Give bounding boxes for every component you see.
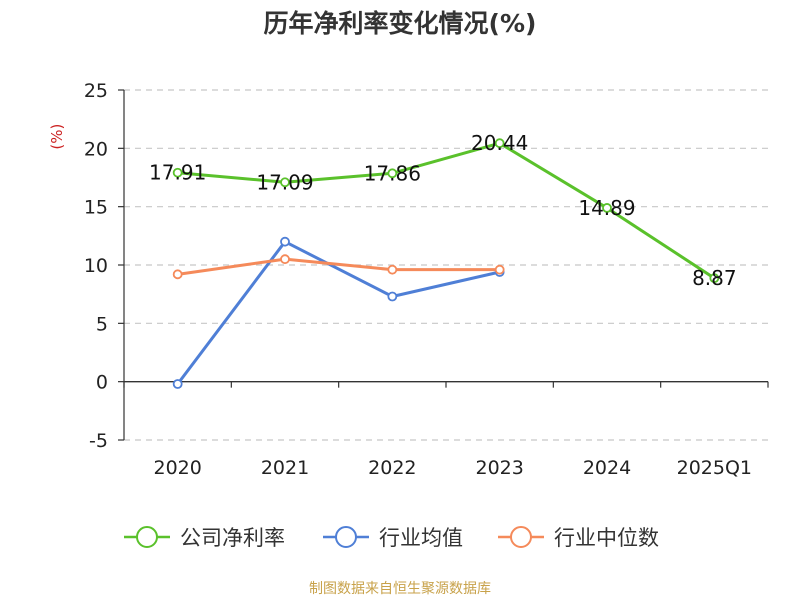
data-point[interactable] <box>172 269 183 280</box>
data-point[interactable] <box>387 291 398 302</box>
legend-item-0[interactable]: 公司净利率 <box>124 526 285 550</box>
data-point[interactable] <box>602 203 612 213</box>
legend-label: 行业均值 <box>379 526 463 550</box>
legend-label: 行业中位数 <box>554 526 659 550</box>
series-line-2 <box>177 257 500 276</box>
legend-item-2[interactable]: 行业中位数 <box>498 526 659 550</box>
legend-marker <box>510 526 532 548</box>
legend-item-1[interactable]: 行业均值 <box>323 526 463 550</box>
data-point[interactable] <box>709 273 720 284</box>
y-tick-label: 25 <box>84 80 108 102</box>
y-tick-label: 20 <box>84 138 108 160</box>
y-axis-unit-label: (%) <box>48 124 66 150</box>
data-point[interactable] <box>280 177 290 188</box>
data-point[interactable] <box>494 264 505 275</box>
x-tick-label: 2020 <box>153 457 201 479</box>
series-lines <box>172 138 720 389</box>
legend-marker <box>136 526 158 548</box>
data-point[interactable] <box>280 254 290 265</box>
data-point[interactable] <box>387 264 398 275</box>
y-tick-label: 0 <box>96 372 108 394</box>
data-label: 20.44 <box>471 131 528 155</box>
axes: -5 0 5 10 15 20 25 2020 2021 2022 2023 2024 2025Q1 (%… <box>48 80 769 479</box>
x-tick-label: 2023 <box>475 457 523 479</box>
data-labels: 17.91 17.09 17.86 20.44 14.89 8.87 <box>149 131 737 290</box>
data-label: 17.91 <box>149 161 206 185</box>
y-tick-label: 10 <box>84 255 108 277</box>
source-note: 制图数据来自恒生聚源数据库 <box>309 581 491 597</box>
x-tick-label: 2022 <box>368 457 416 479</box>
data-point[interactable] <box>494 138 505 149</box>
chart-title: 历年净利率变化情况(%) <box>263 9 537 38</box>
legend-marker <box>335 526 357 548</box>
x-tick-label: 2024 <box>583 457 631 479</box>
legend-label: 公司净利率 <box>180 526 285 550</box>
x-tick-label: 2021 <box>261 457 309 479</box>
y-tick-label: -5 <box>89 430 108 452</box>
data-point[interactable] <box>280 236 290 247</box>
data-label: 17.86 <box>364 161 421 185</box>
y-tick-label: 15 <box>84 197 108 219</box>
y-tick-label: 5 <box>96 313 108 335</box>
x-tick-label: 2025Q1 <box>677 457 752 479</box>
data-label: 17.09 <box>256 170 313 194</box>
data-label: 14.89 <box>578 196 635 220</box>
grid-lines <box>124 89 768 441</box>
data-point[interactable] <box>172 379 183 389</box>
data-label: 8.87 <box>692 266 737 290</box>
legend[interactable]: 公司净利率 行业均值 行业中位数 <box>124 526 659 550</box>
series-line-0 <box>177 141 716 280</box>
series-line-1 <box>176 240 501 385</box>
data-point[interactable] <box>387 168 398 179</box>
data-point[interactable] <box>172 167 183 178</box>
